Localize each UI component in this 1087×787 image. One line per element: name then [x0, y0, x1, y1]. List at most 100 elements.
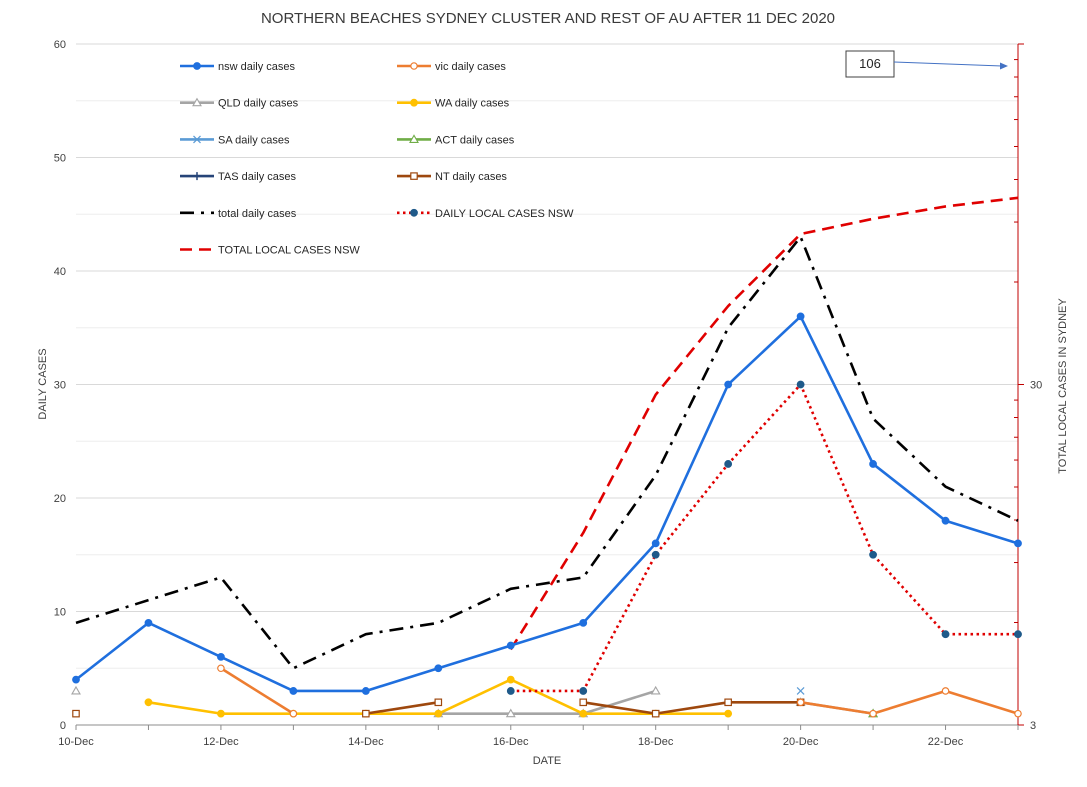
marker-shape	[409, 134, 419, 143]
legend-marker	[410, 62, 418, 70]
series-daily-local-cases-nsw	[506, 380, 1022, 695]
data-point	[579, 709, 588, 718]
marker-shape	[217, 653, 225, 661]
marker-shape	[724, 709, 733, 718]
x-tick-label: 16-Dec	[493, 736, 529, 748]
legend-item-sa-daily-cases: SA daily cases	[180, 134, 290, 146]
marker-shape	[1014, 709, 1022, 718]
marker-shape	[410, 62, 418, 70]
marker-shape	[941, 630, 950, 639]
data-point	[869, 550, 877, 559]
x-tick-label: 12-Dec	[203, 736, 239, 748]
marker-shape	[71, 685, 81, 695]
series-total-daily-cases	[75, 235, 1019, 670]
legend-item-wa-daily-cases: WA daily cases	[397, 98, 510, 110]
series-nt-daily-cases	[72, 698, 805, 718]
legend-label: vic daily cases	[435, 61, 506, 73]
marker-shape	[579, 687, 588, 695]
data-point	[144, 698, 153, 707]
series-sa-daily-cases	[796, 687, 805, 695]
callout-arrow-head	[1000, 62, 1008, 70]
series-line	[75, 315, 1019, 693]
plot-area	[71, 196, 1022, 718]
data-point	[796, 380, 805, 389]
data-point	[505, 708, 516, 718]
marker-shape	[579, 709, 588, 718]
data-point	[506, 675, 515, 684]
y2-tick-label: 3	[1030, 720, 1036, 732]
marker-shape	[72, 675, 80, 684]
x-tick-label: 10-Dec	[58, 736, 94, 748]
marker-shape	[1014, 539, 1022, 548]
data-point	[869, 709, 877, 718]
data-point	[361, 687, 370, 695]
series-line	[510, 383, 1018, 693]
y-tick-label: 0	[60, 720, 66, 732]
x-tick-label: 20-Dec	[783, 736, 819, 748]
data-point	[651, 539, 660, 548]
legend-item-act-daily-cases: ACT daily cases	[397, 134, 515, 146]
y-tick-label: 30	[54, 380, 66, 392]
data-point	[434, 709, 443, 718]
legend-item-qld-daily-cases: QLD daily cases	[180, 97, 299, 110]
legend-marker	[410, 172, 418, 180]
legend-label: WA daily cases	[435, 98, 510, 110]
legend-label: NT daily cases	[435, 171, 507, 183]
marker-shape	[579, 618, 588, 627]
series-line	[75, 235, 1019, 670]
data-point	[796, 698, 805, 707]
data-point	[579, 698, 588, 707]
marker-shape	[941, 516, 950, 525]
legend: nsw daily cases vic daily cases QLD daily …	[180, 61, 574, 257]
legend-item-nsw-daily-cases: nsw daily cases	[180, 61, 296, 73]
legend-label: ACT daily cases	[435, 134, 515, 146]
legend-marker	[193, 135, 201, 144]
marker-shape	[434, 664, 443, 673]
marker-shape	[796, 380, 805, 389]
gridlines	[76, 43, 1018, 669]
data-point	[144, 618, 153, 627]
legend-label: nsw daily cases	[218, 61, 296, 73]
data-point	[796, 687, 805, 695]
legend-label: TOTAL LOCAL CASES NSW	[218, 245, 360, 257]
marker-shape	[361, 687, 370, 695]
data-point	[72, 675, 80, 684]
legend-item-nt-daily-cases: NT daily cases	[397, 171, 507, 183]
data-point	[434, 698, 443, 707]
data-point	[796, 312, 805, 321]
x-tick-label: 18-Dec	[638, 736, 674, 748]
marker-shape	[289, 709, 298, 718]
legend-marker	[192, 97, 202, 107]
data-point	[651, 709, 660, 718]
y-tick-label: 20	[54, 493, 66, 505]
marker-shape	[289, 687, 298, 695]
data-point	[71, 685, 81, 695]
marker-shape	[869, 460, 877, 468]
legend-marker	[193, 62, 201, 70]
data-point	[724, 460, 733, 468]
legend-item-total-daily-cases: total daily cases	[180, 208, 297, 220]
marker-shape	[506, 675, 515, 684]
x-axis-title: DATE	[533, 755, 562, 767]
data-point	[217, 664, 225, 673]
marker-shape	[144, 618, 153, 627]
data-point	[724, 709, 733, 718]
marker-shape	[796, 698, 805, 707]
data-point	[724, 380, 733, 389]
data-point	[1014, 539, 1022, 548]
data-point	[941, 687, 950, 695]
legend-label: SA daily cases	[218, 134, 290, 146]
data-point	[72, 709, 80, 718]
legend-item-vic-daily-cases: vic daily cases	[397, 61, 506, 73]
marker-shape	[796, 687, 805, 695]
data-point	[1014, 709, 1022, 718]
y-tick-label: 50	[54, 153, 66, 165]
marker-shape	[941, 687, 950, 695]
marker-shape	[72, 709, 80, 718]
data-point	[651, 550, 660, 559]
marker-shape	[506, 641, 515, 650]
legend-marker	[409, 134, 419, 143]
data-point	[362, 709, 370, 718]
series-line	[583, 700, 801, 715]
